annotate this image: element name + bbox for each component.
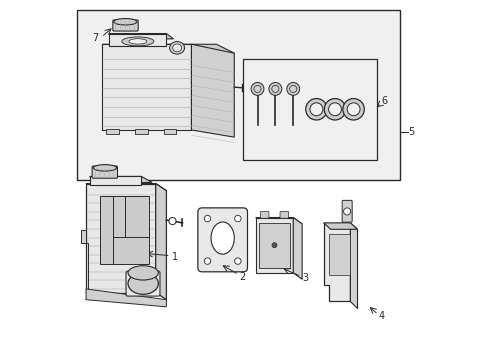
Circle shape [235, 258, 241, 264]
Circle shape [343, 99, 364, 120]
FancyBboxPatch shape [106, 129, 119, 134]
FancyBboxPatch shape [164, 129, 176, 134]
Ellipse shape [335, 237, 346, 251]
Polygon shape [109, 33, 173, 39]
Text: 2: 2 [240, 272, 246, 282]
Text: 6: 6 [382, 96, 388, 107]
Circle shape [347, 103, 360, 116]
Polygon shape [323, 223, 350, 301]
Text: 4: 4 [379, 311, 385, 321]
Ellipse shape [114, 22, 137, 30]
Circle shape [287, 82, 300, 95]
FancyBboxPatch shape [77, 10, 400, 180]
Ellipse shape [129, 39, 147, 44]
Text: 5: 5 [409, 127, 415, 137]
Circle shape [251, 82, 264, 95]
Polygon shape [90, 176, 152, 183]
Circle shape [343, 208, 351, 215]
FancyBboxPatch shape [126, 271, 160, 296]
Circle shape [272, 243, 277, 248]
Polygon shape [86, 184, 156, 293]
FancyBboxPatch shape [113, 20, 138, 31]
Ellipse shape [211, 222, 234, 254]
Text: 7: 7 [93, 33, 99, 43]
Circle shape [329, 103, 342, 116]
Ellipse shape [128, 266, 158, 280]
FancyBboxPatch shape [135, 129, 148, 134]
FancyBboxPatch shape [259, 223, 290, 267]
Polygon shape [350, 223, 358, 309]
Ellipse shape [170, 41, 185, 54]
Polygon shape [90, 176, 142, 185]
Circle shape [269, 82, 282, 95]
FancyBboxPatch shape [260, 211, 269, 218]
FancyBboxPatch shape [92, 166, 118, 178]
Circle shape [290, 85, 297, 93]
Circle shape [310, 103, 323, 116]
Polygon shape [256, 217, 302, 224]
Polygon shape [102, 44, 192, 130]
Polygon shape [81, 230, 88, 293]
Circle shape [306, 99, 327, 120]
Polygon shape [102, 44, 234, 53]
Ellipse shape [114, 18, 137, 25]
Circle shape [254, 85, 261, 93]
Circle shape [272, 85, 279, 93]
FancyBboxPatch shape [329, 234, 350, 275]
Circle shape [324, 99, 346, 120]
Polygon shape [109, 33, 167, 46]
Polygon shape [156, 184, 167, 300]
Polygon shape [256, 217, 293, 273]
Ellipse shape [94, 165, 117, 171]
Polygon shape [293, 217, 302, 279]
FancyBboxPatch shape [198, 208, 247, 272]
Circle shape [169, 217, 176, 225]
Ellipse shape [128, 273, 158, 294]
Circle shape [235, 215, 241, 222]
Polygon shape [86, 184, 167, 191]
Text: 3: 3 [302, 273, 308, 283]
Polygon shape [192, 44, 234, 137]
Circle shape [204, 215, 211, 222]
FancyBboxPatch shape [243, 59, 377, 160]
Ellipse shape [172, 44, 182, 52]
Ellipse shape [122, 37, 154, 46]
FancyBboxPatch shape [342, 201, 352, 222]
FancyBboxPatch shape [280, 211, 289, 218]
Circle shape [204, 258, 211, 264]
Text: 1: 1 [172, 252, 178, 262]
Polygon shape [323, 223, 358, 229]
Polygon shape [86, 289, 167, 307]
Polygon shape [100, 196, 148, 264]
